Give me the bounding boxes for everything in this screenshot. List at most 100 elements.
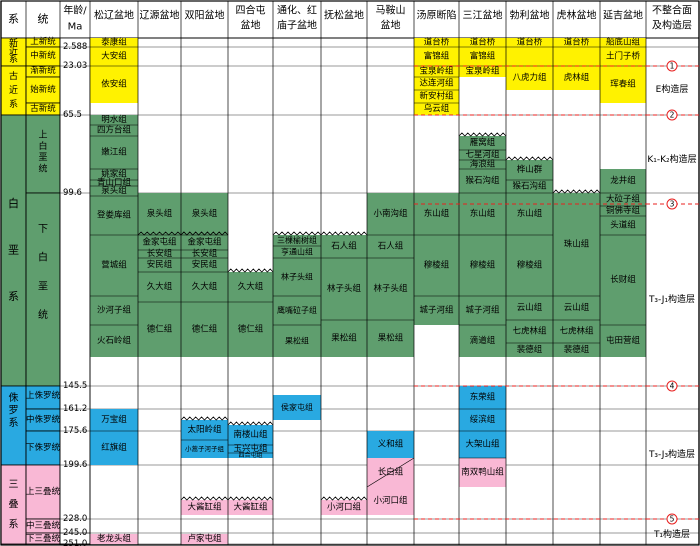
ty-6-label: 东山组: [424, 208, 450, 219]
header-basin-10: 虎林盆地: [557, 9, 597, 22]
ly-5-label: 德仁组: [147, 324, 173, 335]
sl-5: [90, 136, 138, 169]
sht-zig-2: [227, 421, 274, 426]
header-basin-7: 汤原断陷: [417, 9, 457, 22]
ty-7: [414, 235, 459, 296]
series-cell-upper-cretaceous: [25, 114, 61, 194]
hl-1: [553, 47, 600, 66]
header-basin-5: 抚松盆地: [324, 9, 364, 22]
yj-3-label: 龙井组: [610, 175, 636, 186]
sj-5: [459, 160, 506, 169]
system-label-paleogene: 古近系: [9, 70, 18, 110]
th-5-label: 侯家屯组: [281, 402, 313, 412]
svg-text:垩: 垩: [38, 280, 48, 292]
tectonic-layer-0: E构造层: [656, 83, 689, 95]
header-basin-1: 辽源盆地: [140, 9, 180, 22]
svg-text:叠: 叠: [9, 499, 19, 511]
bl-1: [506, 47, 553, 66]
svg-text:侏: 侏: [9, 392, 19, 404]
ly-2: [138, 250, 181, 258]
sy-3-label: 安民组: [192, 259, 218, 270]
bl-8-label: 七虎林组: [512, 326, 547, 337]
sl-9-label: 登娄库组: [97, 210, 132, 221]
sl-0: [90, 38, 138, 47]
sj-4-label: 七星河组: [465, 149, 500, 160]
sht-5-label: 大酱缸组: [233, 502, 268, 513]
svg-text:系: 系: [9, 417, 19, 429]
svg-text:白: 白: [38, 140, 47, 152]
mas-4-label: 义和组: [378, 439, 404, 450]
sht-0: [228, 272, 273, 302]
yj-5: [600, 206, 646, 216]
sy-6-label: 太阳岭组: [187, 424, 222, 435]
mas-3-label: 果松组: [378, 333, 404, 344]
svg-text:统: 统: [38, 162, 47, 174]
sl-4: [90, 125, 138, 136]
sl-7-label: 青山口组: [97, 177, 132, 188]
ty-0-label: 道台桥: [424, 37, 450, 48]
hl-4: [553, 296, 600, 320]
unconformity-number-4: 5: [670, 515, 675, 524]
hl-0: [553, 38, 600, 47]
header-series: 统: [38, 13, 49, 26]
age-label-4: 145.5: [63, 381, 87, 391]
sy-0-label: 泉头组: [192, 208, 218, 219]
sj-6-label: 猴石沟组: [465, 175, 500, 186]
sj-11: [459, 386, 506, 409]
bl-0: [506, 38, 553, 47]
sl-15-label: 老龙头组: [97, 533, 132, 544]
svg-text:古: 古: [9, 70, 18, 82]
sj-8: [459, 235, 506, 296]
series-label-paleocene: 古新统: [30, 103, 56, 114]
th-zig: [272, 231, 322, 236]
yj-0-label: 船底山组: [606, 37, 641, 48]
header-basin-3-b: 盆地: [241, 19, 261, 32]
mas-1: [367, 235, 414, 258]
series-label-oligocene: 渐新统: [30, 65, 56, 76]
sl-8: [90, 186, 138, 196]
sl-7: [90, 180, 138, 186]
series-label-lower-triassic: 下三叠统: [26, 533, 61, 544]
sy-8-label: 大酱缸组: [187, 502, 222, 513]
age-label-5: 161.2: [63, 404, 87, 414]
svg-text:近: 近: [9, 84, 18, 96]
mas-6: [367, 487, 414, 515]
sj-6: [459, 169, 506, 193]
ly-zig: [137, 231, 182, 236]
age-label-7: 199.6: [63, 460, 87, 470]
header-basin-11: 延吉盆地: [603, 9, 643, 22]
sl-14: [90, 431, 138, 465]
fs-1-label: 林子头组: [327, 283, 362, 294]
sy-2: [181, 250, 228, 258]
svg-text:下: 下: [38, 224, 48, 235]
ty-1-label: 富锦组: [424, 51, 450, 62]
age-label-2: 65.5: [63, 110, 82, 120]
mas-0: [367, 193, 414, 235]
bl-2: [506, 66, 553, 90]
sy-4-label: 久大组: [192, 281, 218, 292]
fs-3-label: 小河口组: [327, 502, 362, 513]
sl-8-label: 泉头组: [101, 185, 127, 196]
sj-13: [459, 431, 506, 458]
series-label-upper-triassic: 上三叠统: [26, 486, 61, 497]
ly-3: [138, 258, 181, 272]
fs-0: [321, 235, 367, 258]
yj-7-label: 长财组: [610, 274, 636, 285]
fs-zig: [320, 231, 368, 236]
sj-7-label: 东山组: [470, 208, 496, 219]
sj-14: [459, 458, 506, 487]
series-cell-eocene: [25, 76, 61, 104]
svg-text:近: 近: [9, 45, 18, 57]
sj-14-label: 南双鸭山组: [461, 467, 504, 478]
hl-5: [553, 320, 600, 343]
sl-10: [90, 235, 138, 296]
ty-2: [414, 66, 459, 77]
mas-0-label: 小南沟组: [373, 208, 408, 219]
hl-zig: [552, 189, 601, 194]
hl-5-label: 七虎林组: [559, 326, 594, 337]
sl-12: [90, 325, 138, 357]
svg-text:垩: 垩: [8, 244, 19, 257]
age-label-6: 175.6: [63, 426, 87, 436]
th-1-label: 亨通山组: [281, 247, 313, 257]
